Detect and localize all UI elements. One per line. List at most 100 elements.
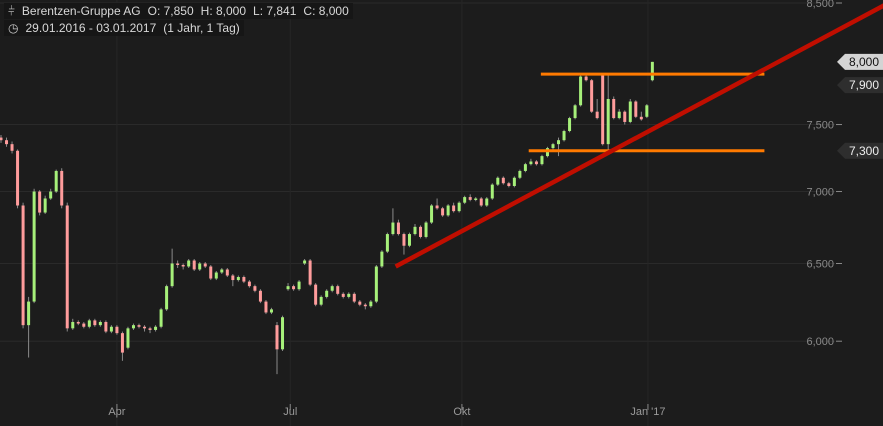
y-tick-label: 7,000	[806, 187, 834, 199]
candle-up	[628, 101, 632, 122]
candle-up	[645, 105, 649, 117]
candle-up	[540, 156, 544, 165]
candle-down	[275, 325, 279, 350]
candle-down	[137, 325, 141, 327]
candle-up	[446, 205, 450, 216]
candle-up	[165, 286, 169, 310]
low-value: L: 7,841	[253, 4, 297, 18]
candle-down	[38, 191, 42, 213]
candle-down	[639, 116, 643, 120]
candle-down	[203, 263, 207, 267]
candle-up	[154, 326, 158, 330]
open-value: O: 7,850	[147, 4, 194, 18]
candle-down	[308, 260, 312, 285]
candle-down	[402, 234, 406, 246]
candle-up	[485, 198, 489, 206]
candle-up	[71, 321, 75, 329]
price-label-tag	[837, 142, 883, 159]
candle-up	[159, 309, 163, 327]
high-value: H: 8,000	[200, 4, 247, 18]
candle-up	[551, 144, 555, 149]
candle-down	[176, 263, 180, 265]
candle-up	[369, 301, 373, 307]
candle-up	[568, 118, 572, 132]
candle-down	[258, 290, 262, 302]
candle-up	[236, 277, 240, 281]
range-span: (1 Jahr, 1 Tag)	[163, 21, 240, 35]
candle-up	[170, 263, 174, 287]
candle-down	[60, 170, 64, 206]
candle-down	[93, 320, 97, 326]
candle-up	[474, 198, 478, 200]
candle-down	[419, 226, 423, 237]
candle-down	[21, 205, 25, 326]
candle-up	[198, 263, 202, 270]
candle-down	[634, 101, 638, 117]
candle-down	[441, 208, 445, 216]
candle-down	[225, 269, 229, 276]
candle-down	[595, 111, 599, 119]
candle-down	[148, 328, 152, 330]
candle-down	[623, 111, 627, 122]
candle-up	[557, 140, 561, 145]
candle-down	[396, 222, 400, 235]
y-tick-label: 6,500	[806, 258, 834, 270]
candle-up	[490, 184, 494, 199]
candle-up	[303, 260, 307, 264]
candle-up	[496, 177, 500, 185]
instrument-header: ⫩ Berentzen-Gruppe AG O: 7,850 H: 8,000 L: 7…	[4, 3, 353, 19]
candle-down	[612, 98, 616, 119]
instrument-name: Berentzen-Gruppe AG	[21, 4, 141, 18]
candle-down	[247, 281, 251, 287]
candle-up	[463, 197, 467, 203]
x-tick-label: Jan '17	[630, 406, 665, 418]
candle-up	[27, 301, 31, 326]
candle-down	[336, 286, 340, 294]
trendline	[394, 3, 883, 269]
period-header: ◷ 29.01.2016 - 03.01.2017 (1 Jahr, 1 Tag)	[4, 20, 244, 36]
candle-up	[330, 286, 334, 291]
candle-down	[341, 293, 345, 297]
clock-icon: ◷	[8, 21, 19, 35]
candle-down	[501, 177, 505, 184]
candle-down	[352, 293, 356, 302]
candle-up	[319, 296, 323, 305]
candle-down	[120, 333, 124, 353]
candle-down	[264, 301, 268, 313]
candle-down	[292, 286, 296, 290]
close-value: C: 8,000	[303, 4, 349, 18]
candle-up	[347, 293, 351, 297]
price-label: 7,900	[849, 78, 879, 92]
candle-down	[584, 76, 588, 81]
price-label-tag	[837, 53, 883, 70]
candle-down	[104, 321, 108, 332]
candle-down	[253, 286, 257, 291]
candle-up	[529, 161, 533, 165]
candle-up	[606, 98, 610, 145]
candle-down	[435, 205, 439, 209]
candle-up	[573, 105, 577, 119]
candle-up	[413, 226, 417, 235]
candle-down	[65, 205, 69, 329]
y-tick-label: 7,500	[806, 120, 834, 132]
candle-up	[518, 170, 522, 178]
candle-up	[562, 131, 566, 141]
candle-up	[385, 234, 389, 252]
candle-up	[424, 222, 428, 237]
candle-down	[0, 137, 3, 141]
candle-up	[187, 260, 191, 267]
candle-down	[534, 161, 538, 165]
candle-up	[214, 272, 218, 279]
candle-up	[457, 202, 461, 212]
candle-up	[407, 234, 411, 246]
candle-up	[269, 309, 273, 313]
candle-down	[468, 197, 472, 200]
date-range: 29.01.2016 - 03.01.2017	[25, 21, 157, 35]
candle-up	[374, 266, 378, 302]
candle-down	[314, 284, 318, 305]
x-tick-label: Apr	[108, 406, 125, 418]
x-tick-label: Okt	[453, 406, 470, 418]
candle-down	[76, 321, 80, 324]
